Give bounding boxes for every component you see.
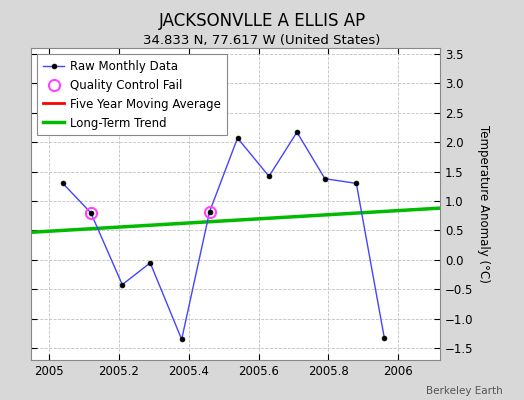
Quality Control Fail — [206, 209, 213, 214]
Raw Monthly Data — [294, 130, 300, 134]
Raw Monthly Data — [206, 209, 213, 214]
Raw Monthly Data — [322, 176, 328, 181]
Raw Monthly Data — [119, 282, 125, 287]
Text: JACKSONVLLE A ELLIS AP: JACKSONVLLE A ELLIS AP — [158, 12, 366, 30]
Quality Control Fail — [88, 210, 94, 215]
Line: Quality Control Fail: Quality Control Fail — [85, 206, 215, 218]
Raw Monthly Data — [353, 181, 359, 186]
Raw Monthly Data — [381, 335, 387, 340]
Raw Monthly Data — [234, 136, 241, 140]
Raw Monthly Data — [179, 337, 185, 342]
Y-axis label: Temperature Anomaly (°C): Temperature Anomaly (°C) — [477, 125, 490, 283]
Legend: Raw Monthly Data, Quality Control Fail, Five Year Moving Average, Long-Term Tren: Raw Monthly Data, Quality Control Fail, … — [37, 54, 227, 136]
Text: 34.833 N, 77.617 W (United States): 34.833 N, 77.617 W (United States) — [143, 34, 381, 47]
Raw Monthly Data — [60, 181, 66, 186]
Text: Berkeley Earth: Berkeley Earth — [427, 386, 503, 396]
Raw Monthly Data — [266, 174, 272, 179]
Raw Monthly Data — [88, 210, 94, 215]
Line: Raw Monthly Data: Raw Monthly Data — [60, 130, 387, 342]
Raw Monthly Data — [147, 260, 154, 265]
